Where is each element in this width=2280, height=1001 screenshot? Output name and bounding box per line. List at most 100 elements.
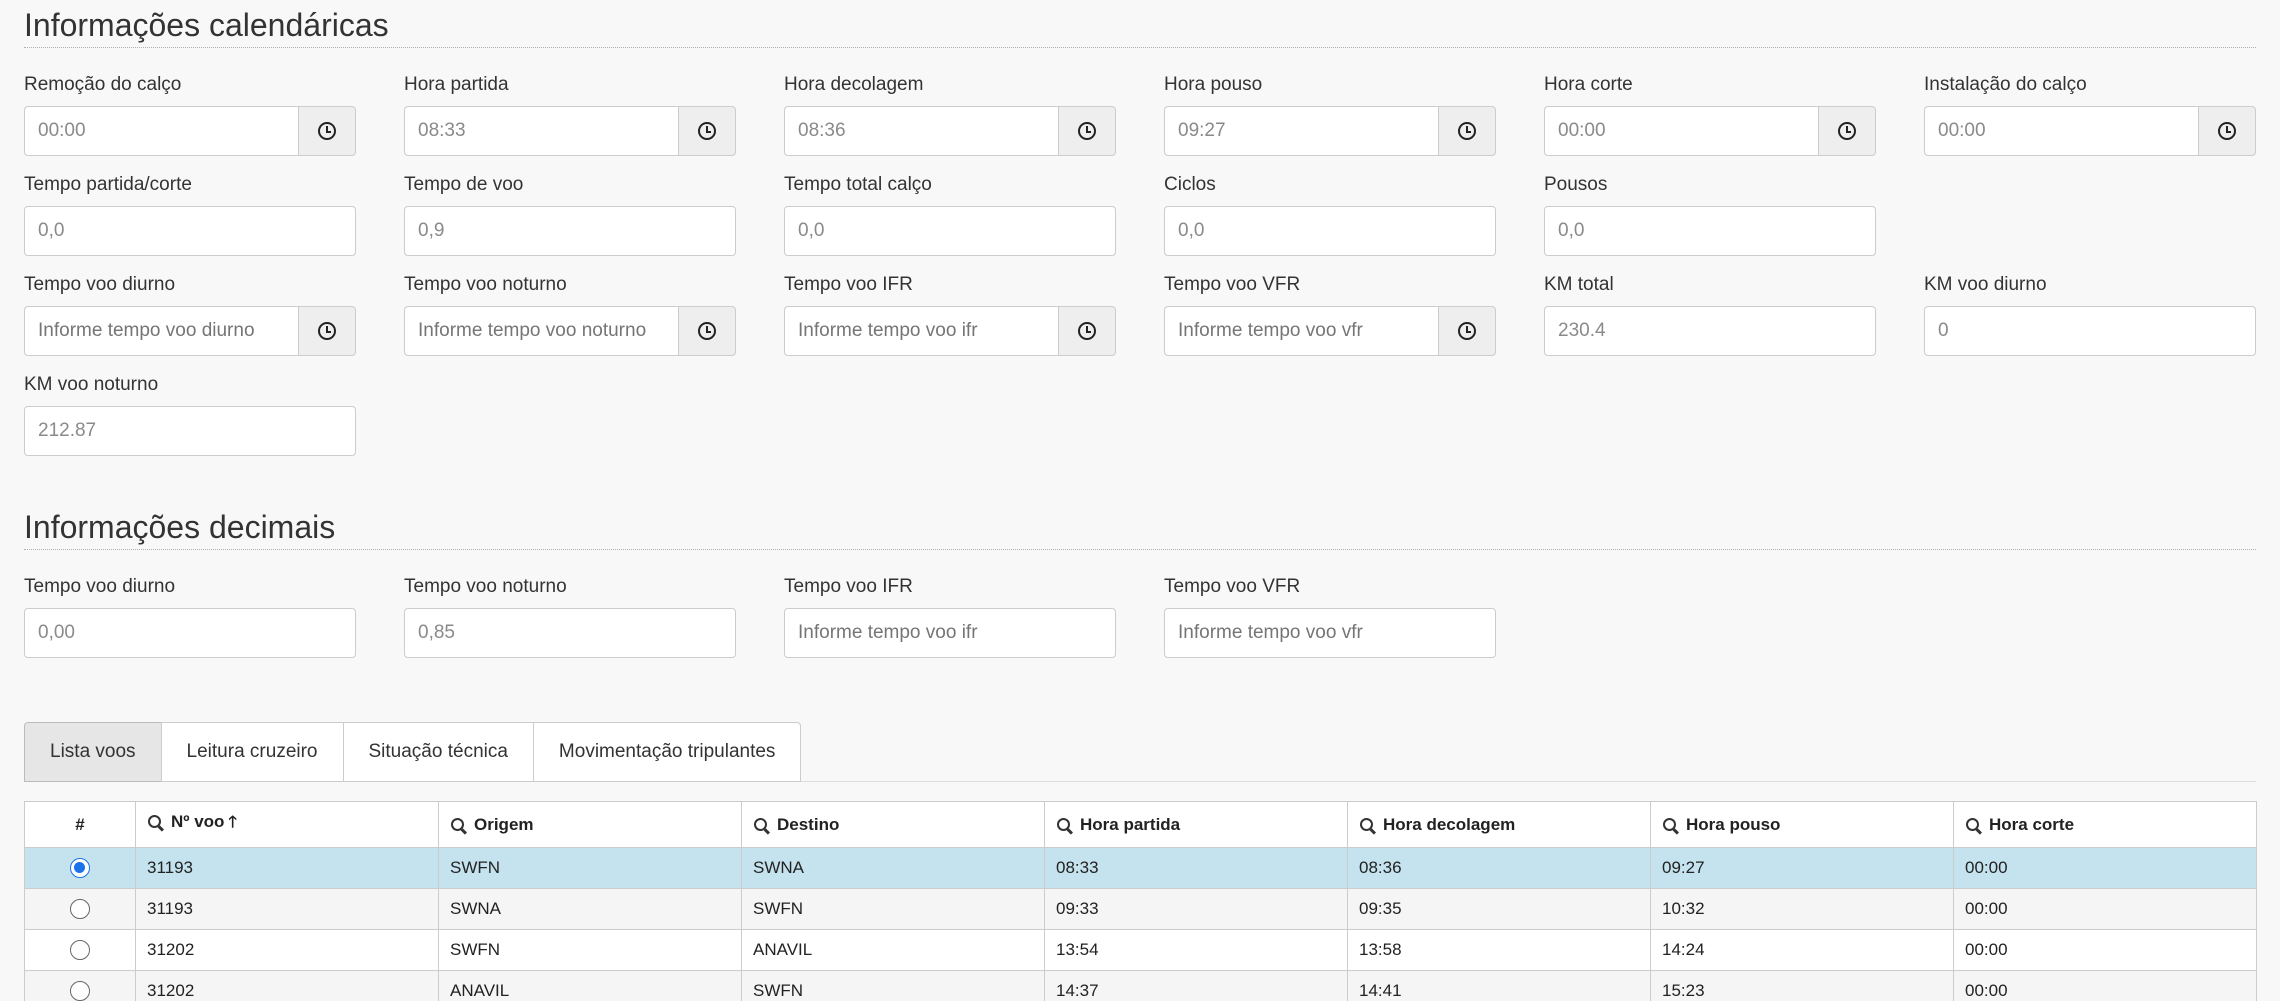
row-select-cell[interactable] [24, 888, 136, 930]
tab-movimentacao-tripulantes[interactable]: Movimentação tripulantes [532, 722, 802, 782]
tab-lista-voos[interactable]: Lista voos [24, 722, 162, 782]
clock-button[interactable] [298, 306, 356, 356]
field-label: Tempo de voo [404, 174, 524, 195]
table-cell: 09:27 [1650, 847, 1954, 889]
field-label: Tempo voo IFR [784, 274, 913, 295]
field-label: Instalação do calço [1924, 74, 2087, 95]
dec-tempo-voo-ifr-input[interactable] [784, 608, 1116, 658]
row-select-cell[interactable] [24, 929, 136, 971]
hora-decolagem-input[interactable] [784, 106, 1058, 156]
field-tempo-voo-diurno: Tempo voo diurno [24, 274, 356, 356]
field-tempo-voo-vfr: Tempo voo VFR [1164, 274, 1496, 356]
field-tempo-total-calco: Tempo total calço [784, 174, 1116, 256]
table-cell: 08:33 [1044, 847, 1348, 889]
column-header-destino[interactable]: Destino [741, 801, 1045, 848]
field-km-voo-noturno: KM voo noturno [24, 374, 356, 456]
table-row[interactable]: 31202 ANAVIL SWFN 14:37 14:41 15:23 00:0… [24, 970, 2257, 1001]
clock-button[interactable] [1438, 306, 1496, 356]
column-header-origem[interactable]: Origem [438, 801, 742, 848]
tempo-voo-diurno-input[interactable] [24, 306, 298, 356]
clock-button[interactable] [2198, 106, 2256, 156]
table-cell: SWFN [741, 970, 1045, 1001]
column-header-label: Hora corte [1989, 814, 2075, 834]
clock-button[interactable] [298, 106, 356, 156]
table-cell: 00:00 [1953, 888, 2257, 930]
column-header-hora-partida[interactable]: Hora partida [1044, 801, 1348, 848]
row-select-cell[interactable] [24, 847, 136, 889]
column-header-label: Origem [474, 814, 534, 834]
field-tempo-voo-ifr: Tempo voo IFR [784, 274, 1116, 356]
tempo-voo-vfr-input[interactable] [1164, 306, 1438, 356]
table-cell: SWNA [741, 847, 1045, 889]
row-select-cell[interactable] [24, 970, 136, 1001]
tab-bar: Lista voos Leitura cruzeiro Situação téc… [24, 722, 2256, 782]
tab-situacao-tecnica[interactable]: Situação técnica [342, 722, 534, 782]
field-label: Hora partida [404, 74, 509, 95]
clock-icon [698, 122, 716, 140]
column-header-label: Destino [777, 814, 840, 834]
dec-tempo-voo-vfr-input[interactable] [1164, 608, 1496, 658]
column-header-label: Hora pouso [1686, 814, 1781, 834]
row-radio[interactable] [70, 981, 90, 1001]
field-label: Tempo voo diurno [24, 274, 176, 295]
search-icon [451, 817, 464, 831]
clock-button[interactable] [1818, 106, 1876, 156]
hora-pouso-input[interactable] [1164, 106, 1438, 156]
tempo-de-voo-input[interactable] [404, 206, 736, 256]
remocao-calco-input[interactable] [24, 106, 298, 156]
km-voo-diurno-input[interactable] [1924, 306, 2256, 356]
clock-icon [2218, 122, 2236, 140]
field-label: Tempo voo noturno [404, 274, 567, 295]
tempo-voo-noturno-input[interactable] [404, 306, 678, 356]
row-radio[interactable] [70, 899, 90, 920]
km-voo-noturno-input[interactable] [24, 406, 356, 456]
tempo-total-calco-input[interactable] [784, 206, 1116, 256]
field-dec-tempo-voo-ifr: Tempo voo IFR [784, 576, 1116, 658]
table-header-row: # Nº voo 🡑 Origem Destino Hora partida Ho… [24, 801, 2257, 848]
table-row[interactable]: 31202 SWFN ANAVIL 13:54 13:58 14:24 00:0… [24, 929, 2257, 971]
hora-partida-input[interactable] [404, 106, 678, 156]
tempo-voo-ifr-input[interactable] [784, 306, 1058, 356]
table-cell: 13:58 [1347, 929, 1651, 971]
table-cell: ANAVIL [438, 970, 742, 1001]
clock-button[interactable] [1058, 306, 1116, 356]
column-header-label: Hora partida [1080, 814, 1181, 834]
field-hora-partida: Hora partida [404, 74, 736, 156]
calendar-row-km: KM voo noturno [24, 356, 2256, 456]
table-cell: 09:33 [1044, 888, 1348, 930]
table-cell: 14:41 [1347, 970, 1651, 1001]
ciclos-input[interactable] [1164, 206, 1496, 256]
field-label: Hora pouso [1164, 74, 1263, 95]
table-cell: 31202 [135, 970, 439, 1001]
clock-button[interactable] [678, 106, 736, 156]
sort-ascending-icon: 🡑 [228, 814, 237, 831]
dec-tempo-voo-noturno-input[interactable] [404, 608, 736, 658]
hora-corte-input[interactable] [1544, 106, 1818, 156]
column-header-hora-pouso[interactable]: Hora pouso [1650, 801, 1954, 848]
field-label: KM voo noturno [24, 374, 159, 395]
clock-button[interactable] [1438, 106, 1496, 156]
table-cell: SWNA [438, 888, 742, 930]
table-row[interactable]: 31193 SWNA SWFN 09:33 09:35 10:32 00:00 [24, 888, 2257, 930]
dec-tempo-voo-diurno-input[interactable] [24, 608, 356, 658]
field-km-voo-diurno: KM voo diurno [1924, 274, 2256, 356]
tempo-partida-corte-input[interactable] [24, 206, 356, 256]
field-label: Tempo voo VFR [1164, 274, 1301, 295]
column-header-hora-decolagem[interactable]: Hora decolagem [1347, 801, 1651, 848]
table-cell: SWFN [741, 888, 1045, 930]
clock-button[interactable] [1058, 106, 1116, 156]
row-radio[interactable] [70, 858, 90, 879]
tab-leitura-cruzeiro[interactable]: Leitura cruzeiro [160, 722, 344, 782]
search-icon [1360, 817, 1373, 831]
field-label: Tempo voo noturno [404, 576, 567, 597]
row-radio[interactable] [70, 940, 90, 961]
clock-icon [318, 122, 336, 140]
clock-button[interactable] [678, 306, 736, 356]
instalacao-calco-input[interactable] [1924, 106, 2198, 156]
pousos-input[interactable] [1544, 206, 1876, 256]
km-total-input[interactable] [1544, 306, 1876, 356]
table-cell: 15:23 [1650, 970, 1954, 1001]
column-header-numero-voo[interactable]: Nº voo 🡑 [135, 801, 439, 848]
table-row[interactable]: 31193 SWFN SWNA 08:33 08:36 09:27 00:00 [24, 847, 2257, 889]
column-header-hora-corte[interactable]: Hora corte [1953, 801, 2257, 848]
